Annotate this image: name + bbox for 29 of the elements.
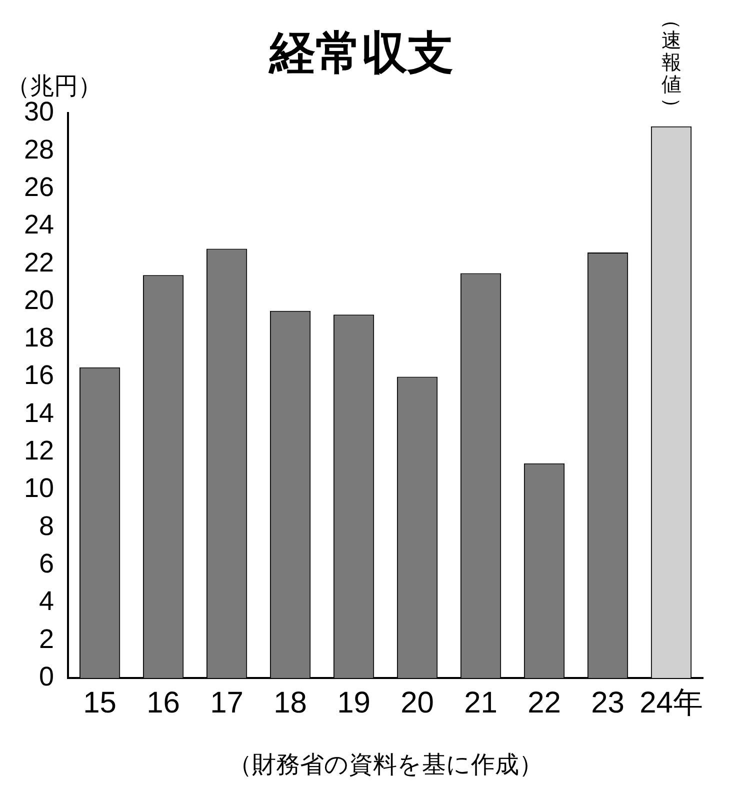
x-tick-label: 24年	[640, 686, 703, 720]
y-tick-label: 18	[24, 322, 54, 353]
y-tick-label: 10	[24, 473, 54, 504]
x-tick-label: 22	[528, 686, 561, 720]
x-tick-label: 21	[464, 686, 498, 720]
x-tick-label: 19	[337, 686, 370, 720]
y-axis-title: （兆円）	[6, 72, 102, 100]
text: （財務省の資料を基に作成）	[228, 752, 544, 779]
y-tick-label: 2	[39, 624, 54, 654]
y-tick-label: 24	[24, 210, 54, 240]
x-tick-label: 17	[210, 686, 244, 720]
y-tick-label: 22	[24, 247, 54, 278]
annotation: （速報値）	[660, 9, 683, 118]
y-tick-label: 14	[24, 398, 54, 428]
y-tick-label: 16	[24, 360, 54, 390]
x-tick-label: 15	[83, 686, 116, 720]
x-tick-label: 20	[400, 686, 434, 720]
y-tick-label: 20	[24, 284, 54, 315]
y-tick-label: 6	[39, 548, 54, 578]
y-tick-label: 26	[24, 172, 54, 202]
x-tick-label: 18	[274, 686, 307, 720]
y-tick-label: 0	[39, 661, 54, 692]
chart-title: 経常収支	[268, 26, 454, 78]
x-tick-label: 23	[591, 686, 624, 720]
y-tick-label: 4	[39, 586, 54, 616]
y-tick-label: 12	[24, 436, 54, 466]
y-tick-label: 8	[39, 510, 54, 541]
x-tick-label: 16	[146, 686, 180, 720]
y-tick-label: 28	[24, 134, 54, 164]
